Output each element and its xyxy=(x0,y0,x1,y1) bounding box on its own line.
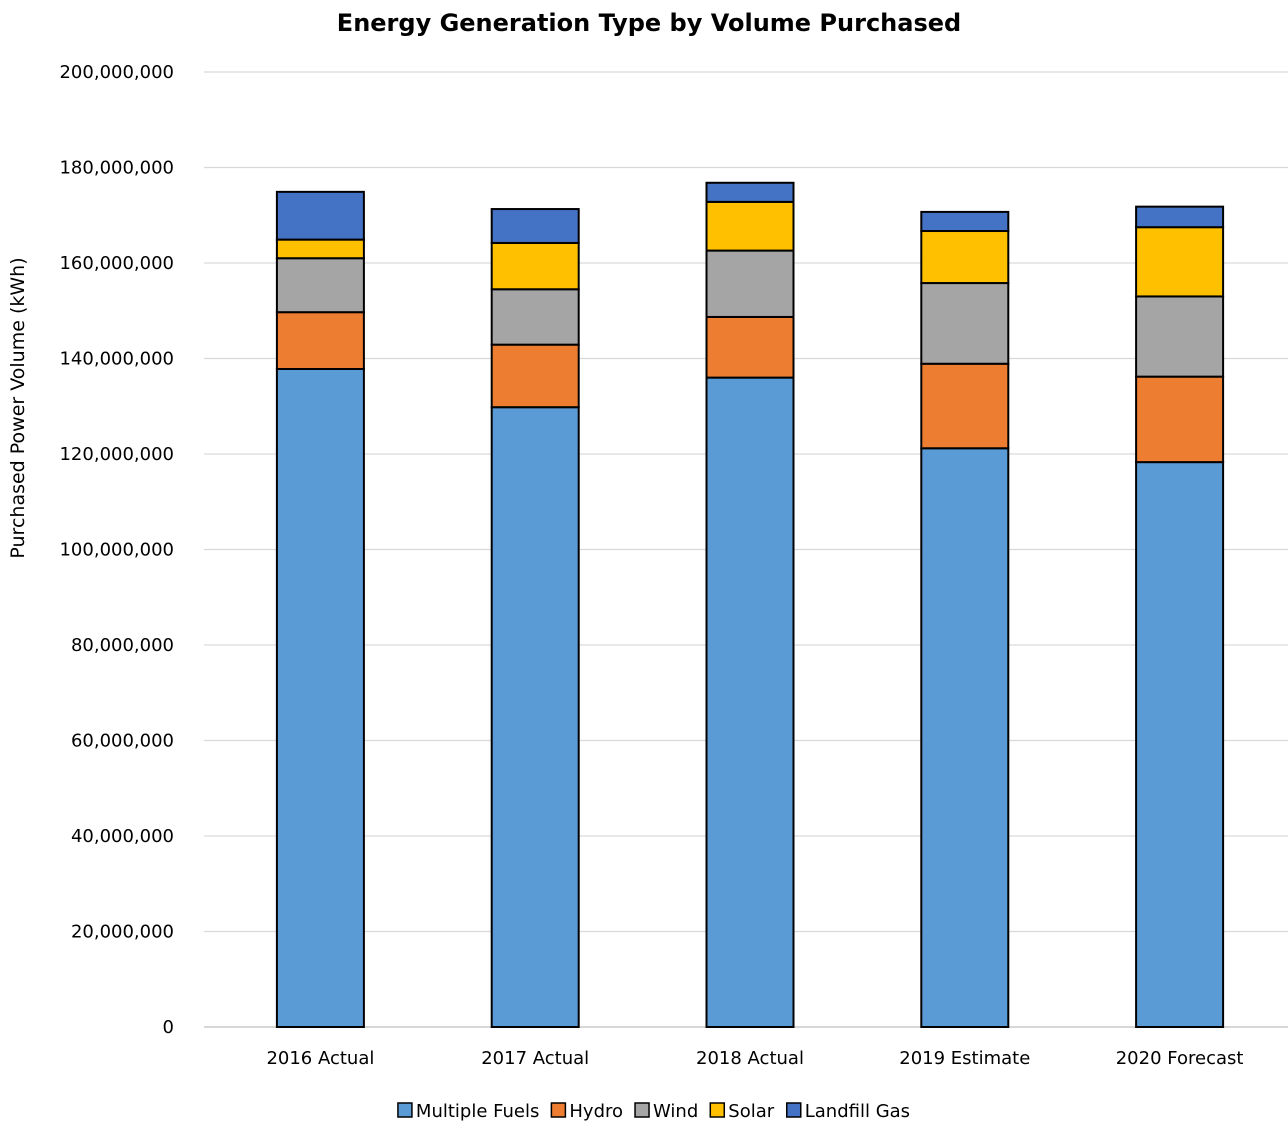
bar-segment-hydro xyxy=(1135,375,1225,464)
bar-segment-multiple-fuels xyxy=(275,368,365,1028)
bar-segment-wind xyxy=(275,257,365,314)
bar-stack xyxy=(490,208,580,1028)
bar-segment-solar xyxy=(490,241,580,291)
y-axis-label: Purchased Power Volume (kWh) xyxy=(7,257,29,558)
bar-segment-wind xyxy=(1135,295,1225,378)
legend-swatch xyxy=(634,1102,650,1118)
x-tick-label: 2019 Estimate xyxy=(899,1048,1030,1069)
legend-item: Hydro xyxy=(550,1101,623,1122)
x-tick-label: 2016 Actual xyxy=(266,1048,374,1069)
x-tick-label: 2020 Forecast xyxy=(1116,1048,1244,1069)
bar-segment-wind xyxy=(490,288,580,346)
bar-segment-hydro xyxy=(920,362,1010,450)
legend-item: Landfill Gas xyxy=(786,1101,910,1122)
bar-segment-solar xyxy=(1135,226,1225,298)
y-tick-label: 60,000,000 xyxy=(71,731,174,752)
y-tick-label: 200,000,000 xyxy=(59,62,174,83)
bar-segment-multiple-fuels xyxy=(1135,461,1225,1028)
y-tick-label: 160,000,000 xyxy=(59,253,174,274)
bar-segment-landfill-gas xyxy=(920,210,1010,233)
legend-label: Multiple Fuels xyxy=(416,1101,539,1122)
bar-segment-landfill-gas xyxy=(490,208,580,244)
y-tick-label: 40,000,000 xyxy=(71,826,174,847)
x-axis-ticks: 2016 Actual 2017 Actual 2018 Actual 2019 Es… xyxy=(266,1048,1243,1069)
bar-segment-solar xyxy=(275,238,365,260)
x-tick-label: 2018 Actual xyxy=(696,1048,804,1069)
legend: Multiple Fuels Hydro Wind Solar Landfill Gas xyxy=(397,1101,910,1122)
bar-segment-wind xyxy=(705,249,795,318)
legend-swatch xyxy=(709,1102,726,1118)
bar-segment-multiple-fuels xyxy=(920,447,1010,1028)
y-tick-label: 140,000,000 xyxy=(59,349,174,370)
y-tick-label: 80,000,000 xyxy=(71,635,174,656)
legend-label: Landfill Gas xyxy=(805,1101,910,1122)
y-tick-label: 100,000,000 xyxy=(59,540,174,561)
bar-segment-hydro xyxy=(490,343,580,409)
legend-item: Solar xyxy=(709,1101,775,1122)
bar-stack xyxy=(275,190,365,1028)
legend-item: Multiple Fuels xyxy=(397,1101,539,1122)
legend-swatch xyxy=(786,1102,802,1118)
bar-stack xyxy=(705,181,795,1029)
bar-segment-multiple-fuels xyxy=(705,376,795,1029)
bar-segment-solar xyxy=(705,200,795,252)
legend-item: Wind xyxy=(634,1101,698,1122)
legend-swatch xyxy=(397,1102,413,1118)
legend-label: Wind xyxy=(653,1101,698,1122)
y-axis-ticks: 0 20,000,000 40,000,000 60,000,000 80,000,00… xyxy=(59,62,174,1038)
legend-label: Solar xyxy=(728,1101,774,1122)
bar-segment-landfill-gas xyxy=(705,181,795,203)
bar-segment-hydro xyxy=(705,315,795,379)
bar-segment-landfill-gas xyxy=(1135,205,1225,229)
x-tick-label: 2017 Actual xyxy=(481,1048,589,1069)
legend-swatch xyxy=(550,1102,567,1118)
y-tick-label: 180,000,000 xyxy=(59,158,174,179)
bar-segment-solar xyxy=(920,230,1010,285)
bars xyxy=(275,181,1225,1029)
bar-segment-wind xyxy=(920,282,1010,365)
chart-title: Energy Generation Type by Volume Purchas… xyxy=(337,9,961,37)
bar-stack xyxy=(920,210,1010,1028)
bar-segment-landfill-gas xyxy=(275,190,365,241)
legend-label: Hydro xyxy=(569,1101,623,1122)
bar-segment-hydro xyxy=(275,311,365,371)
bar-stack xyxy=(1135,205,1225,1028)
bar-segment-multiple-fuels xyxy=(490,406,580,1028)
y-tick-label: 20,000,000 xyxy=(71,922,174,943)
y-tick-label: 0 xyxy=(163,1017,174,1038)
y-tick-label: 120,000,000 xyxy=(59,444,174,465)
